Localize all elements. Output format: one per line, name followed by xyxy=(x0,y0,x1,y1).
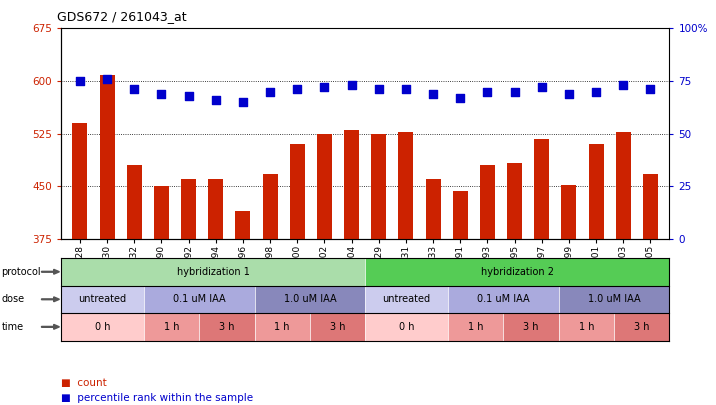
Bar xyxy=(263,174,278,239)
Bar xyxy=(154,186,169,239)
Point xyxy=(155,90,167,97)
Point xyxy=(373,86,384,93)
Text: GDS672 / 261043_at: GDS672 / 261043_at xyxy=(57,10,187,23)
Point xyxy=(102,76,113,82)
Bar xyxy=(181,179,196,239)
Text: 3 h: 3 h xyxy=(219,322,235,332)
Text: hybridization 1: hybridization 1 xyxy=(177,267,249,277)
Bar xyxy=(616,132,631,239)
Point xyxy=(319,84,330,91)
Text: time: time xyxy=(1,322,24,332)
Text: ■  count: ■ count xyxy=(61,378,107,388)
Text: 3 h: 3 h xyxy=(634,322,649,332)
Text: untreated: untreated xyxy=(78,294,127,304)
Bar xyxy=(453,191,468,239)
Bar xyxy=(100,75,115,239)
Point xyxy=(563,90,575,97)
Point xyxy=(400,86,412,93)
Point xyxy=(210,97,221,103)
Point xyxy=(482,88,493,95)
Text: 0.1 uM IAA: 0.1 uM IAA xyxy=(477,294,530,304)
Bar xyxy=(534,139,549,239)
Bar xyxy=(127,165,142,239)
Bar xyxy=(72,123,87,239)
Bar xyxy=(344,130,359,239)
Point xyxy=(183,92,194,99)
Bar xyxy=(507,163,522,239)
Bar xyxy=(208,179,223,239)
Text: 1 h: 1 h xyxy=(468,322,483,332)
Text: 1 h: 1 h xyxy=(164,322,179,332)
Text: 1 h: 1 h xyxy=(579,322,594,332)
Point xyxy=(536,84,548,91)
Point xyxy=(427,90,439,97)
Bar xyxy=(317,134,332,239)
Bar xyxy=(290,144,305,239)
Bar xyxy=(589,144,604,239)
Text: 1.0 uM IAA: 1.0 uM IAA xyxy=(588,294,640,304)
Text: dose: dose xyxy=(1,294,24,304)
Bar xyxy=(236,211,251,239)
Point xyxy=(455,95,466,101)
Point xyxy=(74,78,86,84)
Text: hybridization 2: hybridization 2 xyxy=(481,267,553,277)
Point xyxy=(644,86,656,93)
Text: 3 h: 3 h xyxy=(523,322,539,332)
Text: 1 h: 1 h xyxy=(274,322,290,332)
Point xyxy=(291,86,303,93)
Text: 3 h: 3 h xyxy=(330,322,345,332)
Text: 0 h: 0 h xyxy=(95,322,110,332)
Point xyxy=(264,88,276,95)
Bar xyxy=(480,165,495,239)
Text: ■  percentile rank within the sample: ■ percentile rank within the sample xyxy=(61,393,253,403)
Bar xyxy=(643,175,658,239)
Point xyxy=(346,82,357,88)
Point xyxy=(128,86,140,93)
Text: 1.0 uM IAA: 1.0 uM IAA xyxy=(284,294,336,304)
Point xyxy=(509,88,521,95)
Bar xyxy=(561,185,576,239)
Bar xyxy=(425,179,440,239)
Text: untreated: untreated xyxy=(382,294,431,304)
Text: 0 h: 0 h xyxy=(399,322,415,332)
Text: protocol: protocol xyxy=(1,267,41,277)
Point xyxy=(591,88,602,95)
Text: 0.1 uM IAA: 0.1 uM IAA xyxy=(173,294,226,304)
Point xyxy=(617,82,629,88)
Bar xyxy=(372,134,386,239)
Point xyxy=(237,99,248,105)
Bar xyxy=(398,132,413,239)
